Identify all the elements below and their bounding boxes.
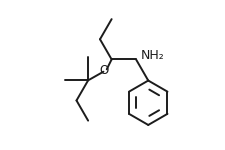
Text: NH₂: NH₂ [140, 49, 164, 62]
Text: O: O [99, 64, 109, 77]
